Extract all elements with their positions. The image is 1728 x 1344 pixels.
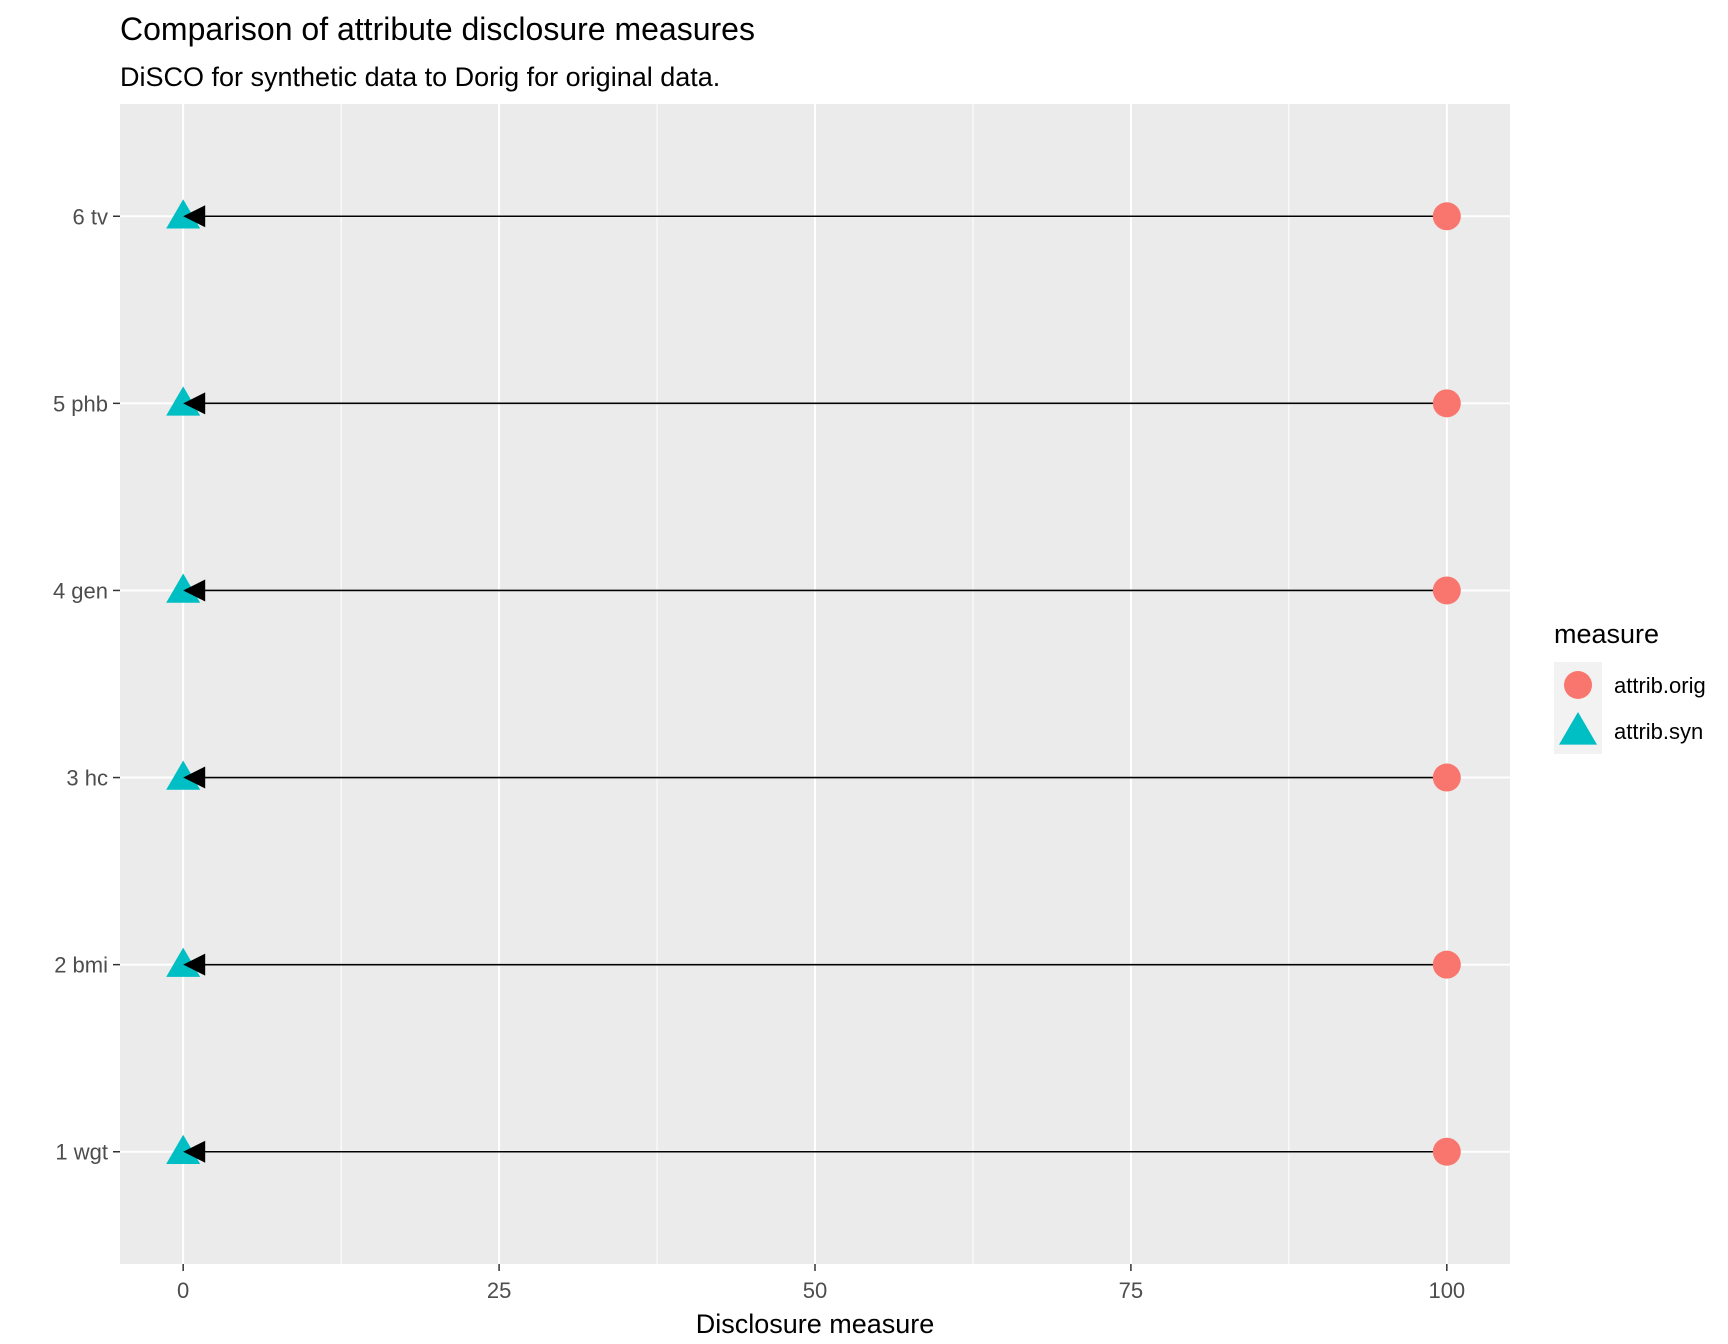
legend-label: attrib.orig bbox=[1614, 673, 1706, 698]
point-attrib-orig bbox=[1432, 576, 1461, 605]
point-attrib-orig bbox=[1432, 202, 1461, 231]
point-attrib-syn bbox=[166, 760, 201, 790]
chart-subtitle: DiSCO for synthetic data to Dorig for or… bbox=[120, 62, 720, 92]
y-tick-label: 5 phb bbox=[53, 391, 108, 416]
y-tick-label: 2 bmi bbox=[54, 953, 108, 978]
data-points bbox=[166, 199, 1461, 1166]
minor-gridlines bbox=[340, 104, 1290, 1264]
arrowhead bbox=[183, 1140, 206, 1163]
x-tick-label: 25 bbox=[487, 1278, 511, 1303]
point-attrib-syn bbox=[166, 386, 201, 416]
legend-label: attrib.syn bbox=[1614, 719, 1703, 744]
legend-key-attrib-orig bbox=[1564, 671, 1592, 699]
arrowhead bbox=[183, 205, 206, 228]
arrowhead bbox=[183, 579, 206, 602]
x-tick-label: 75 bbox=[1119, 1278, 1143, 1303]
y-axis: 1 wgt 2 bmi 3 hc 4 gen 5 phb 6 tv bbox=[53, 204, 120, 1165]
arrow-segments bbox=[197, 215, 1447, 1153]
point-attrib-orig bbox=[1432, 1137, 1461, 1166]
y-tick-label: 3 hc bbox=[66, 766, 108, 791]
legend: measure attrib.orig attrib.syn bbox=[1554, 619, 1706, 754]
y-tick-label: 4 gen bbox=[53, 578, 108, 603]
arrowhead bbox=[183, 953, 206, 976]
point-attrib-syn bbox=[166, 1134, 201, 1164]
arrowhead bbox=[183, 392, 206, 415]
point-attrib-orig bbox=[1432, 950, 1461, 979]
x-axis: 0 25 50 75 100 bbox=[177, 1264, 1465, 1303]
x-axis-title: Disclosure measure bbox=[696, 1309, 935, 1339]
y-tick-label: 1 wgt bbox=[55, 1140, 108, 1165]
legend-title: measure bbox=[1554, 619, 1659, 649]
x-tick-label: 100 bbox=[1428, 1278, 1465, 1303]
point-attrib-orig bbox=[1432, 763, 1461, 792]
arrowhead bbox=[183, 766, 206, 789]
point-attrib-syn bbox=[166, 573, 201, 603]
x-tick-label: 0 bbox=[177, 1278, 189, 1303]
chart-title: Comparison of attribute disclosure measu… bbox=[120, 11, 755, 47]
legend-key-attrib-syn bbox=[1559, 712, 1597, 745]
point-attrib-syn bbox=[166, 199, 201, 229]
y-tick-label: 6 tv bbox=[73, 204, 108, 229]
point-attrib-syn bbox=[166, 947, 201, 977]
x-tick-label: 50 bbox=[803, 1278, 827, 1303]
point-attrib-orig bbox=[1432, 389, 1461, 418]
